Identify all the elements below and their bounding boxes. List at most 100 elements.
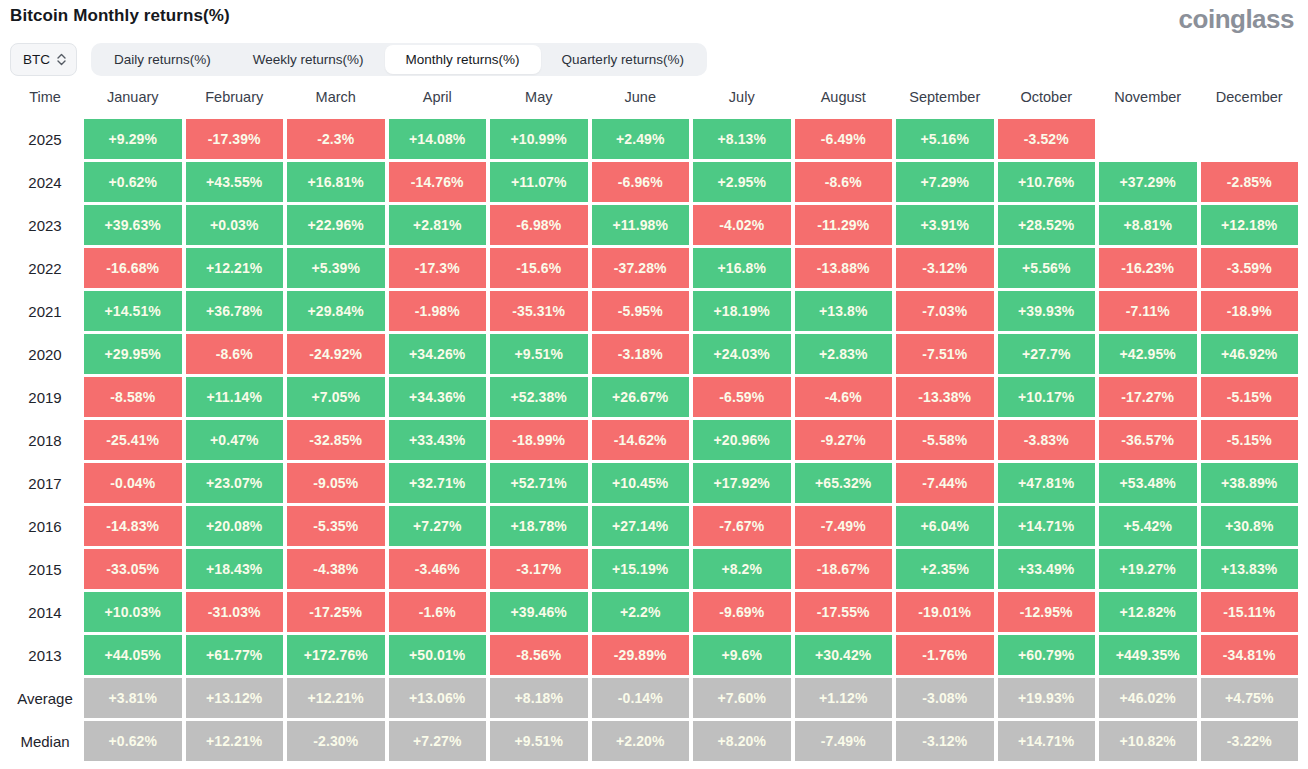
return-cell: +11.07% xyxy=(490,162,588,202)
return-cell: +5.16% xyxy=(896,119,994,159)
return-cell: +22.96% xyxy=(287,205,385,245)
return-cell: +27.14% xyxy=(592,506,690,546)
tab-quarterly[interactable]: Quarterly returns(%) xyxy=(541,45,705,74)
return-cell: +4.75% xyxy=(1201,678,1299,718)
return-cell: -16.68% xyxy=(84,248,182,288)
return-cell: -8.6% xyxy=(795,162,893,202)
return-cell: -1.6% xyxy=(389,592,487,632)
return-cell: -7.03% xyxy=(896,291,994,331)
return-cell: +12.21% xyxy=(287,678,385,718)
return-cell: -0.14% xyxy=(592,678,690,718)
tab-monthly[interactable]: Monthly returns(%) xyxy=(385,45,541,74)
return-cell: -17.27% xyxy=(1099,377,1197,417)
return-cell: +23.07% xyxy=(186,463,284,503)
return-cell: -24.92% xyxy=(287,334,385,374)
return-cell: -15.11% xyxy=(1201,592,1299,632)
return-cell: -19.01% xyxy=(896,592,994,632)
return-cell: -4.38% xyxy=(287,549,385,589)
return-cell: -35.31% xyxy=(490,291,588,331)
row-label: 2013 xyxy=(10,635,80,675)
return-cell: +50.01% xyxy=(389,635,487,675)
symbol-select[interactable]: BTC xyxy=(10,43,77,76)
column-header-october: October xyxy=(998,89,1096,105)
return-cell: +17.92% xyxy=(693,463,791,503)
return-cell: +29.84% xyxy=(287,291,385,331)
return-cell: +16.8% xyxy=(693,248,791,288)
table-column-headers: TimeJanuaryFebruaryMarchAprilMayJuneJuly… xyxy=(10,86,1298,108)
row-label: 2016 xyxy=(10,506,80,546)
return-cell: +2.81% xyxy=(389,205,487,245)
row-label: 2025 xyxy=(10,119,80,159)
return-cell: -25.41% xyxy=(84,420,182,460)
table-row-median: Median+0.62%+12.21%-2.30%+7.27%+9.51%+2.… xyxy=(10,721,1298,761)
row-label: 2024 xyxy=(10,162,80,202)
return-cell: +10.03% xyxy=(84,592,182,632)
return-cell: -3.83% xyxy=(998,420,1096,460)
return-cell: -3.18% xyxy=(592,334,690,374)
column-header-july: July xyxy=(693,89,791,105)
return-cell: +14.71% xyxy=(998,721,1096,761)
return-cell: +2.20% xyxy=(592,721,690,761)
return-cell: -3.17% xyxy=(490,549,588,589)
return-cell: +3.91% xyxy=(896,205,994,245)
return-cell: -32.85% xyxy=(287,420,385,460)
tab-daily[interactable]: Daily returns(%) xyxy=(93,45,232,74)
return-cell: +449.35% xyxy=(1099,635,1197,675)
return-cell: -14.76% xyxy=(389,162,487,202)
return-cell: +0.62% xyxy=(84,721,182,761)
return-cell: -4.02% xyxy=(693,205,791,245)
row-label: Median xyxy=(10,721,80,761)
return-cell: +9.6% xyxy=(693,635,791,675)
coinglass-returns-page: Bitcoin Monthly returns(%) coinglass BTC… xyxy=(0,0,1308,769)
return-cell: +11.14% xyxy=(186,377,284,417)
return-cell: +24.03% xyxy=(693,334,791,374)
return-cell: +13.83% xyxy=(1201,549,1299,589)
return-cell: -1.76% xyxy=(896,635,994,675)
return-cell: -17.3% xyxy=(389,248,487,288)
column-header-february: February xyxy=(186,89,284,105)
return-cell: +8.81% xyxy=(1099,205,1197,245)
return-cell: -7.11% xyxy=(1099,291,1197,331)
return-cell: +37.29% xyxy=(1099,162,1197,202)
return-cell: +20.96% xyxy=(693,420,791,460)
column-header-june: June xyxy=(592,89,690,105)
return-cell: -2.3% xyxy=(287,119,385,159)
return-cell: -7.49% xyxy=(795,721,893,761)
return-cell: +8.13% xyxy=(693,119,791,159)
return-cell: -2.85% xyxy=(1201,162,1299,202)
row-label: 2020 xyxy=(10,334,80,374)
coinglass-logo[interactable]: coinglass xyxy=(1179,6,1294,32)
return-cell: +7.27% xyxy=(389,506,487,546)
return-cell xyxy=(1099,119,1197,159)
return-cell: +9.29% xyxy=(84,119,182,159)
return-cell: -13.88% xyxy=(795,248,893,288)
return-cell: +10.17% xyxy=(998,377,1096,417)
return-cell: +18.78% xyxy=(490,506,588,546)
return-cell: +19.93% xyxy=(998,678,1096,718)
return-cell: -3.08% xyxy=(896,678,994,718)
return-cell: -3.59% xyxy=(1201,248,1299,288)
return-cell: +33.49% xyxy=(998,549,1096,589)
return-cell: +2.49% xyxy=(592,119,690,159)
returns-table: 2025+9.29%-17.39%-2.3%+14.08%+10.99%+2.4… xyxy=(10,119,1298,761)
return-cell: +0.47% xyxy=(186,420,284,460)
column-header-september: September xyxy=(896,89,994,105)
column-header-january: January xyxy=(84,89,182,105)
return-cell: +7.05% xyxy=(287,377,385,417)
row-label: Average xyxy=(10,678,80,718)
return-cell: +18.43% xyxy=(186,549,284,589)
return-cell: -5.35% xyxy=(287,506,385,546)
column-header-april: April xyxy=(389,89,487,105)
tab-weekly[interactable]: Weekly returns(%) xyxy=(232,45,385,74)
return-cell: -5.15% xyxy=(1201,377,1299,417)
return-cell: -14.62% xyxy=(592,420,690,460)
return-cell: +10.99% xyxy=(490,119,588,159)
return-cell: -17.55% xyxy=(795,592,893,632)
return-cell: +39.63% xyxy=(84,205,182,245)
return-cell: +7.60% xyxy=(693,678,791,718)
return-cell: +5.56% xyxy=(998,248,1096,288)
return-cell: +11.98% xyxy=(592,205,690,245)
return-cell: +14.08% xyxy=(389,119,487,159)
return-cell: +7.27% xyxy=(389,721,487,761)
return-cell: +10.82% xyxy=(1099,721,1197,761)
